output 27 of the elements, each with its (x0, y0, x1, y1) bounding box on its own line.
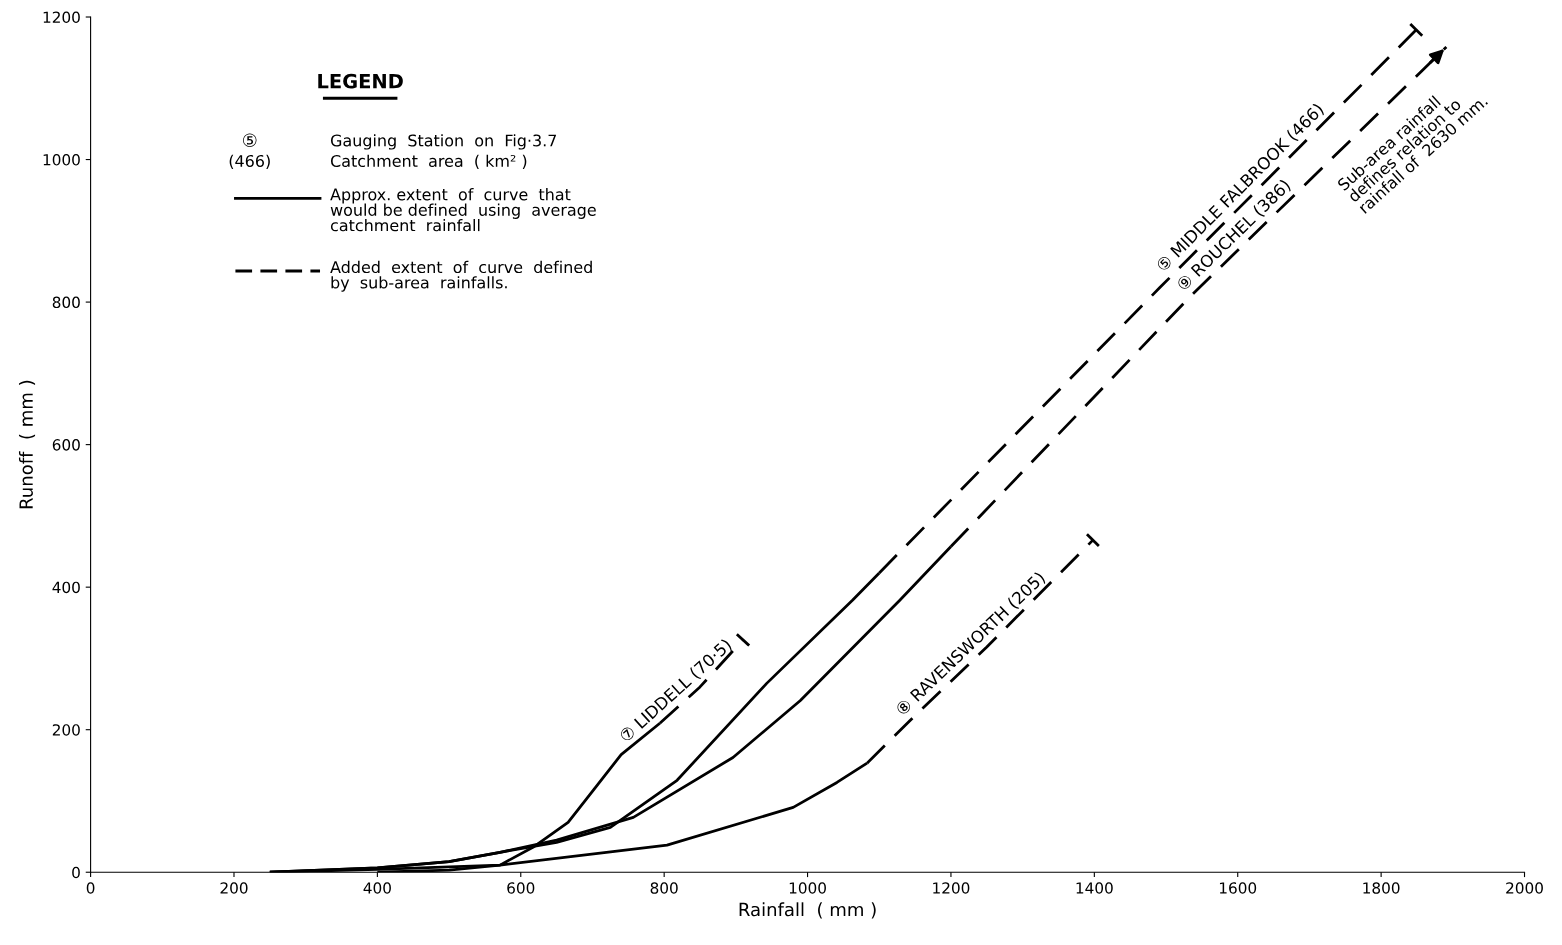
annotation: (466) (229, 154, 270, 169)
y-tick-label: 400 (52, 581, 80, 594)
x-tick-label: 1800 (1363, 882, 1400, 894)
x-tick-label: 400 (363, 882, 391, 894)
x-tick-label: 800 (650, 882, 678, 894)
x-axis-title: Rainfall ( mm ) (739, 902, 876, 919)
x-tick-label: 200 (220, 882, 248, 894)
x-tick-label: 600 (507, 882, 535, 894)
annotation: ⑤ (243, 133, 257, 148)
y-tick-label: 200 (52, 724, 80, 736)
y-tick-label: 800 (52, 296, 80, 309)
y-axis-title: Runoff ( mm ) (18, 380, 36, 509)
annotation: LEGEND (318, 73, 403, 89)
annotation: Approx. extent of curve that would be defined using average catchment rainfall (330, 188, 596, 232)
y-tick-label: 600 (52, 439, 80, 451)
annotation: Gauging Station on Fig·3.7 (330, 134, 557, 150)
y-tick-label: 0 (72, 866, 80, 879)
x-tick-label: 1400 (1076, 882, 1113, 894)
annotation: Catchment area ( km² ) (330, 154, 527, 169)
x-tick-label: 1600 (1219, 882, 1257, 894)
y-tick-label: 1200 (43, 11, 80, 24)
x-tick-label: 1000 (789, 882, 826, 894)
y-tick-label: 1000 (43, 154, 80, 166)
x-tick-label: 2000 (1506, 882, 1543, 894)
annotation: Added extent of curve defined by sub-area rainfalls. (330, 260, 592, 292)
x-tick-label: 1200 (933, 882, 970, 894)
x-tick-label: 0 (86, 882, 95, 894)
